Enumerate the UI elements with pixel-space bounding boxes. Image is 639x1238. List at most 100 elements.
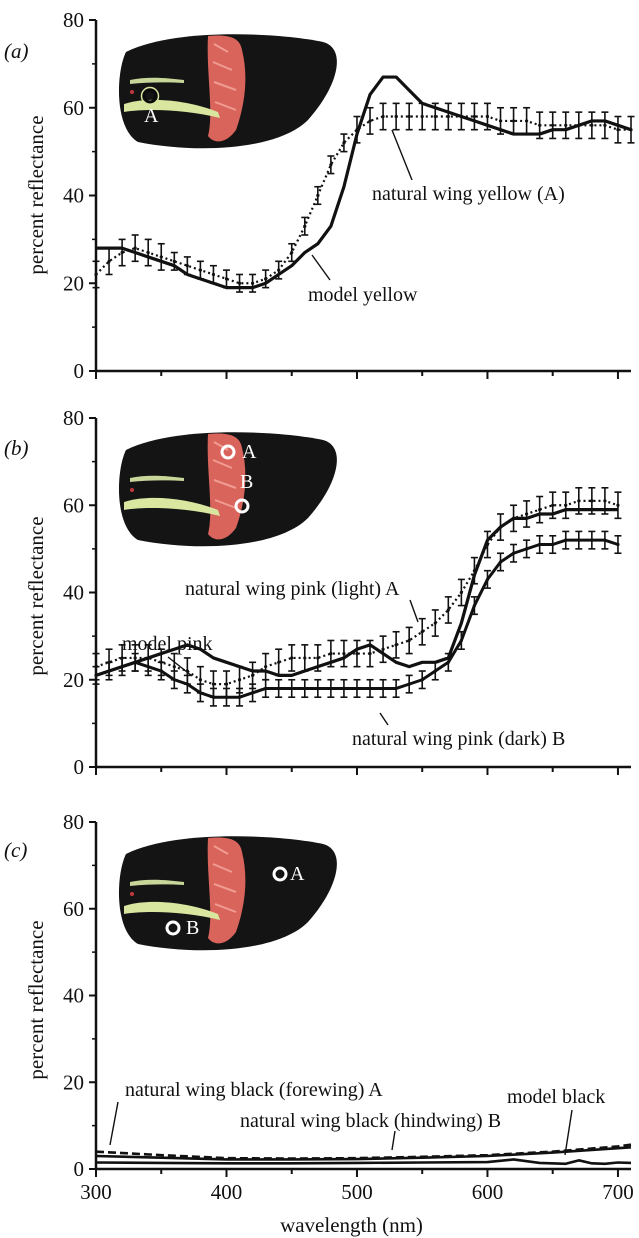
data-point bbox=[264, 687, 267, 690]
data-point bbox=[499, 119, 502, 122]
y-tick-label: 80 bbox=[63, 8, 84, 32]
data-point bbox=[186, 264, 189, 267]
data-point bbox=[264, 277, 267, 280]
data-point bbox=[447, 115, 450, 118]
data-point bbox=[381, 648, 384, 651]
data-point bbox=[160, 255, 163, 258]
sample-marker-label: B bbox=[186, 917, 199, 939]
data-point bbox=[434, 669, 437, 672]
data-point bbox=[421, 678, 424, 681]
error-bar bbox=[601, 112, 608, 138]
data-point bbox=[316, 194, 319, 197]
annotation-leader bbox=[110, 1102, 118, 1145]
y-axis-title: percent reflectance bbox=[24, 115, 48, 274]
data-point bbox=[538, 508, 541, 511]
series-natural-wing-black-hindwing-b bbox=[96, 1147, 631, 1159]
data-point bbox=[381, 687, 384, 690]
error-bar bbox=[523, 501, 530, 527]
data-point bbox=[199, 691, 202, 694]
error-bar bbox=[340, 134, 347, 152]
data-point bbox=[473, 604, 476, 607]
data-point bbox=[512, 552, 515, 555]
data-point bbox=[525, 547, 528, 550]
data-point bbox=[577, 499, 580, 502]
data-point bbox=[408, 683, 411, 686]
sample-marker-label: A bbox=[144, 105, 159, 127]
data-point bbox=[590, 499, 593, 502]
data-point bbox=[564, 539, 567, 542]
annotation-leader bbox=[312, 255, 330, 280]
data-point bbox=[525, 119, 528, 122]
series-annotation: natural wing pink (dark) B bbox=[352, 728, 565, 750]
annotation-leader bbox=[410, 600, 418, 622]
data-point bbox=[251, 691, 254, 694]
data-point bbox=[616, 128, 619, 131]
y-axis-title: percent reflectance bbox=[24, 516, 48, 675]
data-point bbox=[486, 115, 489, 118]
data-point bbox=[434, 115, 437, 118]
series-annotation: model yellow bbox=[308, 284, 418, 306]
y-tick-label: 20 bbox=[63, 668, 84, 692]
data-point bbox=[251, 674, 254, 677]
error-bar bbox=[210, 266, 217, 284]
sample-marker-label: B bbox=[240, 471, 253, 493]
data-point bbox=[590, 539, 593, 542]
chart-panel: 0 20 40 60 80 (a) percent reflectance Anatural … bbox=[4, 8, 635, 383]
data-point bbox=[238, 282, 241, 285]
y-tick-label: 80 bbox=[63, 406, 84, 430]
data-point bbox=[303, 225, 306, 228]
data-point bbox=[499, 560, 502, 563]
y-tick-label: 60 bbox=[63, 96, 84, 120]
y-tick-label: 80 bbox=[63, 810, 84, 834]
error-bar bbox=[262, 654, 269, 680]
red-dot bbox=[130, 90, 134, 94]
y-tick-label: 40 bbox=[63, 984, 84, 1008]
y-tick-label: 0 bbox=[74, 1157, 85, 1181]
y-tick-label: 20 bbox=[63, 1070, 84, 1094]
chart-panel: 020406080300 400 500 600 700wavelength (nm)(… bbox=[4, 810, 634, 1237]
series-annotation: natural wing black (forewing) A bbox=[125, 1079, 383, 1101]
x-axis-title: wavelength (nm) bbox=[280, 1213, 423, 1237]
data-point bbox=[421, 630, 424, 633]
data-point bbox=[368, 119, 371, 122]
data-point bbox=[277, 661, 280, 664]
data-point bbox=[199, 268, 202, 271]
x-tick-label: 400 bbox=[211, 1180, 243, 1204]
error-bar bbox=[536, 497, 543, 523]
data-point bbox=[447, 661, 450, 664]
data-point bbox=[173, 260, 176, 263]
data-point bbox=[238, 696, 241, 699]
y-tick-label: 40 bbox=[63, 581, 84, 605]
data-point bbox=[277, 268, 280, 271]
data-point bbox=[329, 163, 332, 166]
data-point bbox=[460, 591, 463, 594]
data-point bbox=[173, 678, 176, 681]
data-point bbox=[395, 643, 398, 646]
data-point bbox=[473, 115, 476, 118]
data-point bbox=[538, 124, 541, 127]
series-annotation: model pink bbox=[122, 633, 213, 655]
data-point bbox=[551, 124, 554, 127]
y-tick-label: 60 bbox=[63, 493, 84, 517]
data-point bbox=[238, 678, 241, 681]
data-point bbox=[577, 539, 580, 542]
panel-tag: (a) bbox=[4, 39, 29, 63]
data-point bbox=[94, 273, 97, 276]
data-point bbox=[381, 115, 384, 118]
annotation-leader bbox=[392, 130, 412, 180]
data-point bbox=[395, 687, 398, 690]
data-point bbox=[421, 115, 424, 118]
y-axis-title: percent reflectance bbox=[24, 920, 48, 1079]
annotation-leader bbox=[168, 657, 192, 676]
red-dot bbox=[130, 488, 134, 492]
data-point bbox=[590, 124, 593, 127]
series-annotation: natural wing yellow (A) bbox=[372, 183, 565, 205]
data-point bbox=[355, 652, 358, 655]
data-point bbox=[551, 543, 554, 546]
data-point bbox=[512, 119, 515, 122]
data-point bbox=[551, 504, 554, 507]
sample-marker-label: A bbox=[242, 441, 257, 463]
annotation-leader bbox=[392, 1131, 395, 1150]
data-point bbox=[342, 652, 345, 655]
